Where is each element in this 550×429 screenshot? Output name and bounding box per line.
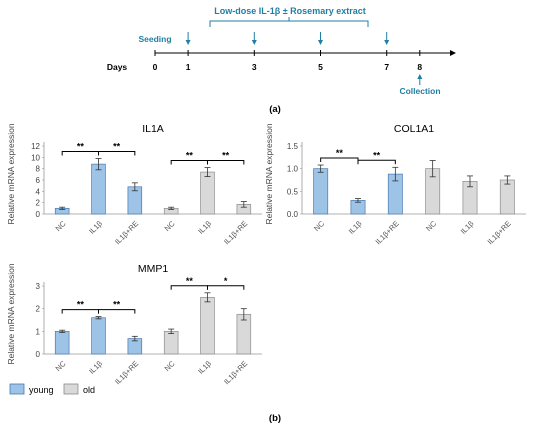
chart-mmp1: MMP1 Relative mRNA expression 0 1 2 3 NC IL1β IL… — [6, 263, 262, 386]
day-tick-label: 7 — [384, 62, 389, 72]
seeding-label: Seeding — [138, 34, 171, 44]
bar — [91, 317, 106, 355]
x-tick-label: IL1β+RE — [222, 359, 249, 386]
significance-bracket — [61, 150, 99, 156]
y-tick-label: 0 — [36, 350, 41, 359]
chart-title: MMP1 — [138, 263, 168, 275]
y-tick-label: 10 — [31, 153, 40, 162]
chart-col1a1: COL1A1 Relative mRNA expression 0.0 0.5 1.0 1… — [264, 123, 526, 246]
significance-label: ** — [113, 141, 121, 151]
significance-bracket — [170, 160, 208, 165]
y-tick-label: 4 — [36, 187, 41, 196]
day-tick-label: 0 — [153, 62, 158, 72]
x-tick-label: IL1β — [196, 219, 213, 236]
timeline-arrowhead — [450, 50, 456, 56]
x-tick-label: IL1β — [347, 219, 364, 236]
collection-label: Collection — [399, 86, 440, 96]
day-ticks: 0 1 3 5 7 8 — [153, 50, 422, 72]
x-tick-label: NC — [54, 359, 68, 373]
y-tick-label: 8 — [36, 165, 41, 174]
significance-bracket — [98, 309, 136, 314]
bar — [200, 171, 215, 215]
x-tick-label: IL1β+RE — [113, 359, 140, 386]
treatment-arrowhead — [384, 40, 390, 45]
x-tick-label: IL1β — [459, 219, 476, 236]
significance-label: ** — [77, 300, 85, 310]
significance-label: ** — [113, 300, 121, 310]
bar — [499, 179, 515, 215]
legend-swatch — [63, 383, 79, 395]
y-tick-label: 2 — [36, 305, 41, 314]
significance-label: ** — [373, 150, 381, 160]
legend-label: old — [83, 385, 95, 395]
significance-label: ** — [336, 148, 344, 158]
bar — [91, 163, 106, 215]
y-axis-label: Relative mRNA expression — [6, 123, 16, 224]
significance-label: ** — [77, 141, 85, 151]
panel-a-label: (a) — [269, 104, 281, 115]
y-tick-label: 0.0 — [287, 210, 299, 219]
bar — [163, 330, 179, 355]
x-tick-label: IL1β — [87, 219, 104, 236]
treatment-arrowhead — [185, 40, 191, 45]
treatment-label: Low-dose IL-1β ± Rosemary extract — [214, 6, 365, 16]
x-tick-label: IL1β — [196, 359, 213, 376]
significance-bracket — [320, 157, 359, 163]
y-tick-label: 1.5 — [287, 142, 299, 151]
chart-il1a: IL1A Relative mRNA expression 0 2 4 6 8 10 12 NC I… — [6, 123, 262, 246]
y-tick-label: 0 — [36, 210, 41, 219]
timeline-diagram: Low-dose IL-1β ± Rosemary extract Seedin… — [107, 6, 456, 115]
y-tick-label: 2 — [36, 199, 41, 208]
significance-bracket — [61, 309, 99, 314]
y-tick-label: 1 — [36, 327, 41, 336]
legend: young old — [9, 383, 95, 395]
x-tick-label: IL1β+RE — [485, 219, 512, 246]
x-tick-label: NC — [424, 219, 438, 233]
y-tick-label: 12 — [31, 142, 40, 151]
treatment-arrowhead — [318, 40, 323, 45]
significance-bracket — [98, 150, 136, 156]
legend-swatch — [9, 383, 25, 395]
significance-bracket — [170, 285, 208, 290]
x-tick-label: IL1β+RE — [113, 219, 140, 246]
days-label: Days — [107, 62, 128, 72]
significance-label: * — [224, 276, 228, 286]
day-tick-label: 5 — [318, 62, 323, 72]
y-tick-label: 1.0 — [287, 165, 299, 174]
x-tick-label: NC — [54, 219, 68, 233]
x-tick-label: NC — [163, 359, 177, 373]
treatment-bracket — [209, 20, 369, 27]
day-tick-label: 3 — [252, 62, 257, 72]
day-tick-label: 1 — [186, 62, 191, 72]
y-axis-label: Relative mRNA expression — [264, 123, 274, 224]
significance-label: ** — [222, 151, 230, 161]
bar — [54, 330, 70, 355]
y-tick-label: 6 — [36, 176, 41, 185]
treatment-arrows — [185, 32, 423, 85]
y-tick-label: 0.5 — [287, 187, 299, 196]
significance-label: ** — [186, 276, 194, 286]
legend-label: young — [29, 385, 54, 395]
x-tick-label: IL1β+RE — [222, 219, 249, 246]
significance-bracket — [207, 285, 245, 290]
chart-title: IL1A — [142, 123, 164, 135]
significance-bracket — [357, 159, 396, 165]
chart-title: COL1A1 — [394, 123, 434, 135]
x-tick-label: IL1β — [87, 359, 104, 376]
significance-bracket — [207, 160, 245, 165]
x-tick-label: NC — [312, 219, 326, 233]
collection-arrowhead — [417, 74, 423, 79]
x-tick-label: IL1β+RE — [373, 219, 400, 246]
bar — [313, 168, 329, 215]
treatment-arrowhead — [251, 40, 257, 45]
x-tick-label: NC — [163, 219, 177, 233]
panel-b-label: (b) — [269, 413, 281, 424]
bar — [200, 296, 215, 355]
day-tick-label: 8 — [417, 62, 422, 72]
significance-label: ** — [186, 151, 194, 161]
y-axis-label: Relative mRNA expression — [6, 263, 16, 364]
y-tick-label: 3 — [36, 282, 41, 291]
